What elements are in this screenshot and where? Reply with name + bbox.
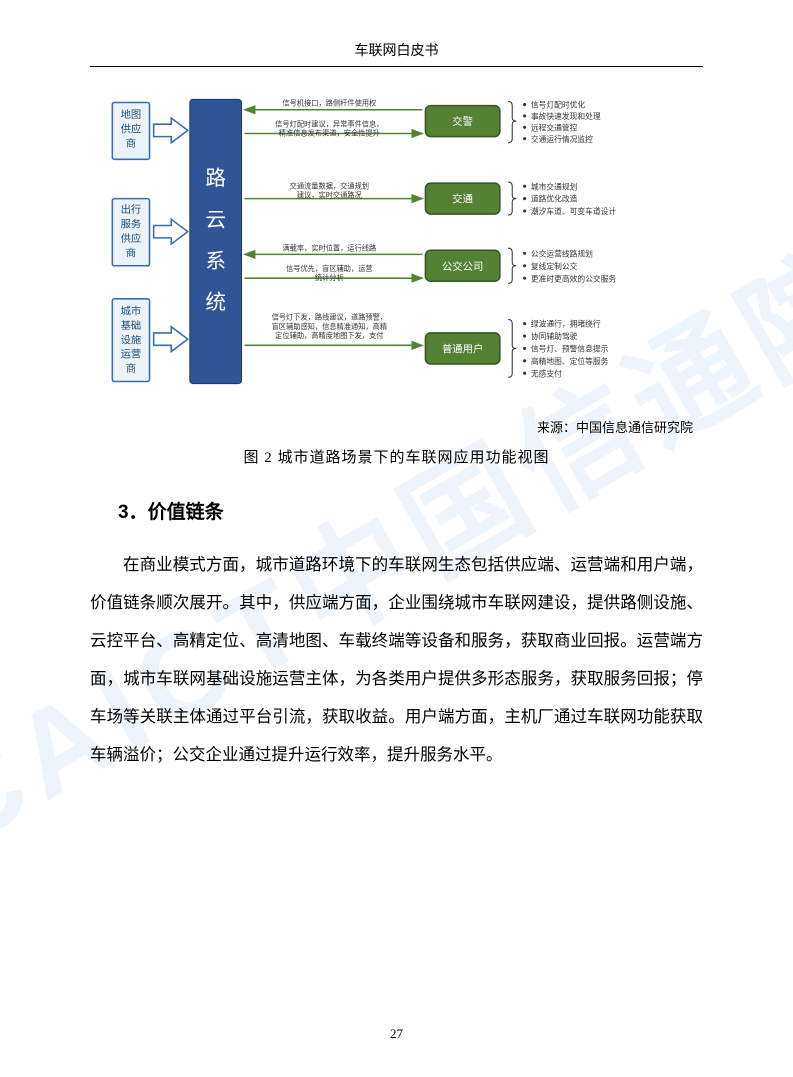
supplier-infra: 城市 基础 设施 运营 商 <box>112 299 149 382</box>
svg-text:盲区辅助感知，信息精准通知，高精: 盲区辅助感知，信息精准通知，高精 <box>272 322 388 331</box>
svg-text:信号灯下发，路线建议，道路预警，: 信号灯下发，路线建议，道路预警， <box>272 313 388 322</box>
svg-text:信号灯、预警信息提示: 信号灯、预警信息提示 <box>531 344 609 354</box>
hollow-arrow-3 <box>154 327 188 352</box>
hollow-arrow-2 <box>154 219 188 244</box>
svg-text:潮汐车道、可变车道设计: 潮汐车道、可变车道设计 <box>531 206 617 216</box>
svg-text:精准信息发布渠道，安全性提升: 精准信息发布渠道，安全性提升 <box>279 129 380 138</box>
svg-text:信号优先，盲区辅助，运营: 信号优先，盲区辅助，运营 <box>286 264 373 273</box>
svg-text:出行: 出行 <box>121 203 142 216</box>
svg-text:公交公司: 公交公司 <box>442 260 483 273</box>
svg-text:运营: 运营 <box>121 348 142 361</box>
svg-text:商: 商 <box>126 246 136 259</box>
svg-text:城市: 城市 <box>121 304 142 317</box>
svg-text:建议，实时交通路况: 建议，实时交通路况 <box>297 191 362 200</box>
svg-text:复线定制公交: 复线定制公交 <box>531 261 578 271</box>
diagram-svg: 地图 供应 商 出行 服务 供应 商 城市 基础 设施 运营 商 <box>100 87 693 397</box>
svg-text:信号灯配时优化: 信号灯配时优化 <box>531 100 586 110</box>
svg-text:系: 系 <box>205 250 226 273</box>
row-regular-user: 信号灯下发，路线建议，道路预警， 盲区辅助感知，信息精准通知，高精 定位辅助，高… <box>245 313 609 379</box>
diagram-source: 来源：中国信息通信研究院 <box>90 417 693 436</box>
architecture-diagram: 地图 供应 商 出行 服务 供应 商 城市 基础 设施 运营 商 <box>90 82 703 412</box>
svg-text:交通流量数据，交通规划: 交通流量数据，交通规划 <box>290 181 369 190</box>
supplier-map: 地图 供应 商 <box>112 103 149 160</box>
section-heading: 3．价值链条 <box>118 497 703 524</box>
svg-text:统: 统 <box>205 291 226 314</box>
svg-text:交通运行情况监控: 交通运行情况监控 <box>531 134 593 144</box>
row-transport: 交通流量数据，交通规划 建议，实时交通路况 交通 城市交通规划 道路优化改造 潮… <box>245 181 617 216</box>
page-header-title: 车联网白皮书 <box>90 40 703 60</box>
svg-text:城市交通规划: 城市交通规划 <box>531 181 578 191</box>
svg-text:满载率，实时位置，运行线路: 满载率，实时位置，运行线路 <box>282 243 377 252</box>
svg-text:路: 路 <box>205 167 226 190</box>
body-paragraph: 在商业模式方面，城市道路环境下的车联网生态包括供应端、运营端和用户端，价值链条顺… <box>90 546 703 774</box>
figure-caption: 图 2 城市道路场景下的车联网应用功能视图 <box>90 446 703 467</box>
svg-text:无感支付: 无感支付 <box>531 368 562 378</box>
svg-text:信号灯配时建议，异常事件信息，: 信号灯配时建议，异常事件信息， <box>275 119 383 128</box>
svg-text:商: 商 <box>126 362 136 375</box>
svg-text:远程交通管控: 远程交通管控 <box>531 122 578 132</box>
svg-text:统计分析: 统计分析 <box>315 273 344 282</box>
central-system-box: 路 云 系 统 <box>190 99 242 383</box>
row-traffic-police: 信号机接口，路侧杆件使用权 信号灯配时建议，异常事件信息， 精准信息发布渠道，安… <box>245 99 601 144</box>
svg-text:云: 云 <box>205 210 226 232</box>
svg-text:信号机接口，路侧杆件使用权: 信号机接口，路侧杆件使用权 <box>282 99 376 108</box>
svg-text:事故快速发现和处理: 事故快速发现和处理 <box>531 111 601 121</box>
svg-text:基础: 基础 <box>121 319 142 332</box>
svg-text:定位辅助，高精度地图下发，支付: 定位辅助，高精度地图下发，支付 <box>275 331 383 340</box>
header-divider <box>90 66 703 67</box>
svg-text:更准时更高效的公交服务: 更准时更高效的公交服务 <box>531 273 617 283</box>
svg-text:交警: 交警 <box>452 115 473 128</box>
page-content: 车联网白皮书 地图 供应 商 出行 服务 供应 商 <box>0 0 793 774</box>
svg-text:高精地图、定位等服务: 高精地图、定位等服务 <box>531 356 609 366</box>
svg-text:设施: 设施 <box>121 333 142 346</box>
svg-text:绿波通行，拥堵绕行: 绿波通行，拥堵绕行 <box>531 319 601 329</box>
svg-text:服务: 服务 <box>121 218 142 231</box>
svg-text:普通用户: 普通用户 <box>442 343 483 356</box>
svg-text:道路优化改造: 道路优化改造 <box>531 194 578 204</box>
svg-text:地图: 地图 <box>121 108 142 121</box>
svg-text:协同辅助驾驶: 协同辅助驾驶 <box>531 331 578 341</box>
svg-text:交通: 交通 <box>452 193 473 206</box>
svg-text:商: 商 <box>126 137 136 150</box>
svg-text:供应: 供应 <box>121 122 142 135</box>
hollow-arrow-1 <box>154 118 188 143</box>
row-bus-company: 满载率，实时位置，运行线路 信号优先，盲区辅助，运营 统计分析 公交公司 公交运… <box>245 243 617 283</box>
page-number: 27 <box>0 1026 793 1042</box>
supplier-travel: 出行 服务 供应 商 <box>112 199 149 266</box>
svg-text:供应: 供应 <box>121 232 142 245</box>
svg-text:公交运营线路规划: 公交运营线路规划 <box>531 248 593 258</box>
